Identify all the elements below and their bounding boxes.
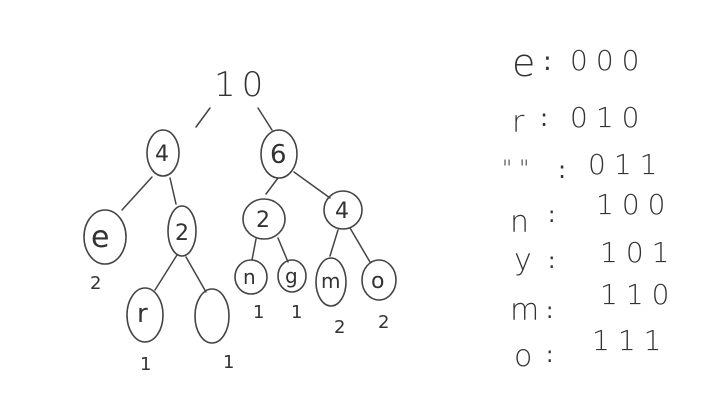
count-o: 2 [378,312,389,333]
code-row: o : 111 [514,324,669,374]
node-2a-label: 2 [175,221,189,246]
count-blank: 1 [223,352,234,373]
node-m [315,257,347,307]
code-value: 100 [596,188,673,221]
code-sep: : [540,104,548,132]
tree-edges [121,107,371,293]
node-r-label: r [137,299,148,329]
code-symbol: r [512,105,525,140]
code-row: y : 101 [514,236,677,278]
node-4b [323,190,363,230]
code-row: m : 110 [510,278,677,328]
node-y-label: g [285,264,298,288]
node-e [83,209,127,265]
edge-root-left [195,107,211,128]
count-r: 1 [140,354,151,375]
edge-2b-y [277,237,289,263]
code-sep: : [548,203,555,228]
node-4-label: 4 [155,142,169,167]
edge-6-4 [293,171,331,199]
root-value: 10 [214,65,269,105]
code-value: 111 [592,324,669,357]
code-row: r : 010 [512,101,647,140]
code-row: " " : 011 [502,148,665,184]
code-sep: : [543,47,552,77]
node-blank [194,288,230,344]
code-value: 010 [570,101,647,134]
node-2b-label: 2 [256,208,270,233]
code-sep: : [546,343,553,368]
count-m: 2 [334,317,345,338]
node-2b [242,198,286,240]
node-y [277,259,307,293]
node-n [234,259,268,295]
code-table: e : 000 r : 010 " " : 011 n : 100 y : 10… [502,41,677,374]
node-4b-label: 4 [335,199,349,224]
code-sep: : [548,249,555,274]
node-n-label: n [243,265,256,289]
code-value: 000 [570,44,647,77]
code-symbol: m [510,293,539,328]
code-symbol: n [510,205,529,240]
edge-4-m [329,229,339,257]
edge-4-o [349,227,371,263]
code-row: n : 100 [510,188,673,240]
code-symbol: o [514,339,532,374]
count-y: 1 [291,302,302,323]
edge-2b-n [251,238,257,261]
code-value: 101 [600,236,677,269]
code-value: 011 [588,148,665,181]
code-value: 110 [600,278,677,311]
node-r [126,287,164,343]
code-symbol: y [514,243,532,278]
edge-4-2a [169,177,177,205]
node-2a [167,205,197,257]
edge-6-2b [265,177,279,195]
code-symbol: e [512,41,535,85]
code-row: e : 000 [512,41,647,85]
node-e-label: e [91,220,109,255]
count-e: 2 [90,273,101,294]
edge-2a-r [154,254,178,291]
code-symbol: " " [502,157,529,182]
edge-2a-blank [185,256,207,293]
code-sep: : [558,156,566,184]
code-sep: : [546,299,553,324]
edge-root-right [257,107,273,131]
node-o [361,259,397,301]
node-m-label: m [321,269,340,293]
node-6 [260,129,298,179]
count-n: 1 [253,302,264,323]
edge-4-e [121,176,153,211]
node-o-label: o [371,269,384,294]
node-6-label: 6 [270,140,287,170]
node-4 [146,129,180,177]
